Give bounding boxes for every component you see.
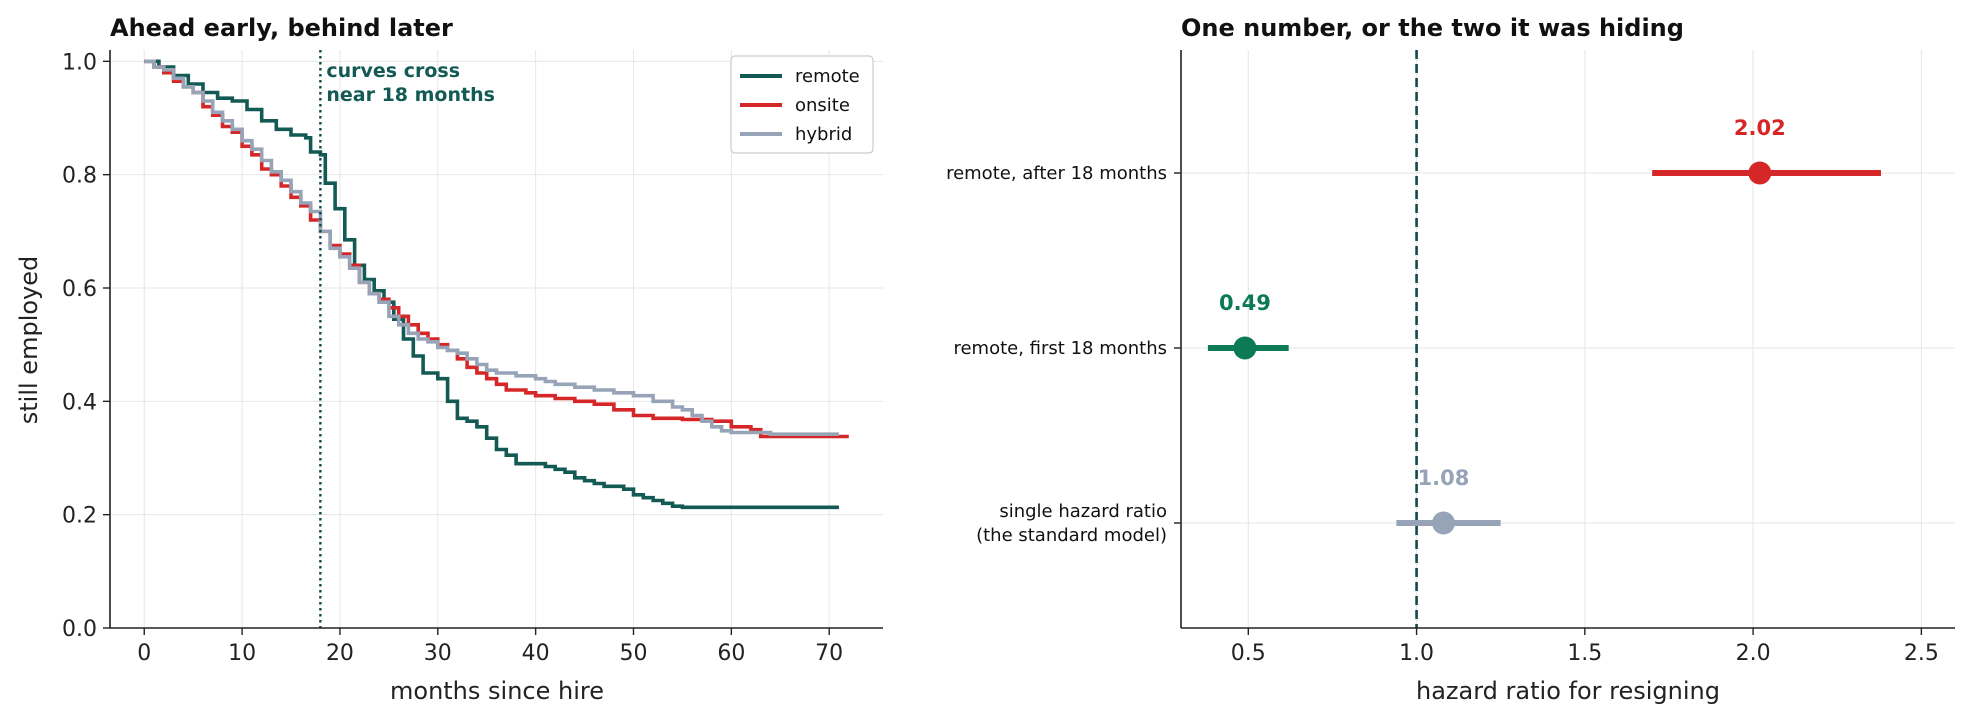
legend-item-hybrid: hybrid <box>740 124 852 145</box>
estimate-point <box>1431 511 1455 535</box>
legend: remote onsite hybrid <box>730 55 874 154</box>
legend-frame <box>730 55 874 154</box>
x-tick-label: 60 <box>717 641 745 666</box>
hazard-ratio-rows: 2.02 remote, after 18 months 0.49 remote, f… <box>946 116 1881 546</box>
x-tick-label: 30 <box>424 641 452 666</box>
survival-y-axis-label: still employed <box>15 256 43 424</box>
y-tick-label: 0.8 <box>62 164 97 189</box>
hazard-ratio-chart: 2.02 remote, after 18 months 0.49 remote, f… <box>946 14 1955 705</box>
estimate-point <box>1233 336 1257 360</box>
legend-label-onsite: onsite <box>795 95 850 116</box>
survival-chart: curves cross near 18 months 0 10 20 30 40 50 6… <box>15 14 883 705</box>
x-tick-label: 2.5 <box>1904 641 1939 666</box>
legend-item-remote: remote <box>740 66 860 87</box>
estimate-value-label: 0.49 <box>1219 291 1271 315</box>
survival-chart-title: Ahead early, behind later <box>110 14 453 42</box>
hazard-ratio-x-ticks: 0.5 1.0 1.5 2.0 2.5 <box>1231 628 1939 666</box>
y-tick-label: 1.0 <box>62 50 97 75</box>
survival-series <box>144 59 849 510</box>
x-tick-label: 70 <box>815 641 843 666</box>
estimate-value-label: 2.02 <box>1734 116 1786 140</box>
hazard-ratio-x-axis-label: hazard ratio for resigning <box>1416 677 1720 705</box>
row-category-label: single hazard ratio <box>999 501 1167 522</box>
survival-x-axis-label: months since hire <box>390 677 604 705</box>
series-line-hybrid <box>144 59 839 436</box>
series-line-remote <box>144 59 839 510</box>
hazard-ratio-axes <box>1180 50 1955 629</box>
legend-label-remote: remote <box>795 66 860 87</box>
x-tick-label: 1.0 <box>1399 641 1434 666</box>
row-category-label: (the standard model) <box>976 525 1167 546</box>
row-category-label: remote, after 18 months <box>946 163 1167 184</box>
x-tick-label: 0.5 <box>1231 641 1266 666</box>
x-tick-label: 50 <box>619 641 647 666</box>
estimate-value-label: 1.08 <box>1418 466 1470 490</box>
x-tick-label: 20 <box>326 641 354 666</box>
survival-y-ticks: 0.0 0.2 0.4 0.6 0.8 1.0 <box>62 50 110 642</box>
y-tick-label: 0.2 <box>62 504 97 529</box>
x-tick-label: 1.5 <box>1567 641 1602 666</box>
y-tick-label: 0.4 <box>62 390 97 415</box>
x-tick-label: 0 <box>137 641 151 666</box>
hazard-row: 2.02 remote, after 18 months <box>946 116 1881 185</box>
y-tick-label: 0.0 <box>62 617 97 642</box>
hazard-row: 1.08 single hazard ratio (the standard mod… <box>976 466 1501 546</box>
x-tick-label: 40 <box>522 641 550 666</box>
crossing-annotation-line1: curves cross <box>326 60 460 82</box>
y-tick-label: 0.6 <box>62 277 97 302</box>
survival-x-ticks: 0 10 20 30 40 50 60 70 <box>137 628 843 666</box>
hazard-row: 0.49 remote, first 18 months <box>953 291 1289 360</box>
legend-item-onsite: onsite <box>740 95 850 116</box>
x-tick-label: 2.0 <box>1736 641 1771 666</box>
estimate-point <box>1748 161 1772 185</box>
hazard-ratio-chart-title: One number, or the two it was hiding <box>1181 14 1684 42</box>
row-category-label: remote, first 18 months <box>953 338 1167 359</box>
survival-axes <box>109 50 883 629</box>
hazard-ratio-gridlines <box>1181 50 1955 628</box>
x-tick-label: 10 <box>228 641 256 666</box>
legend-label-hybrid: hybrid <box>795 124 852 145</box>
crossing-annotation-line2: near 18 months <box>326 84 495 106</box>
